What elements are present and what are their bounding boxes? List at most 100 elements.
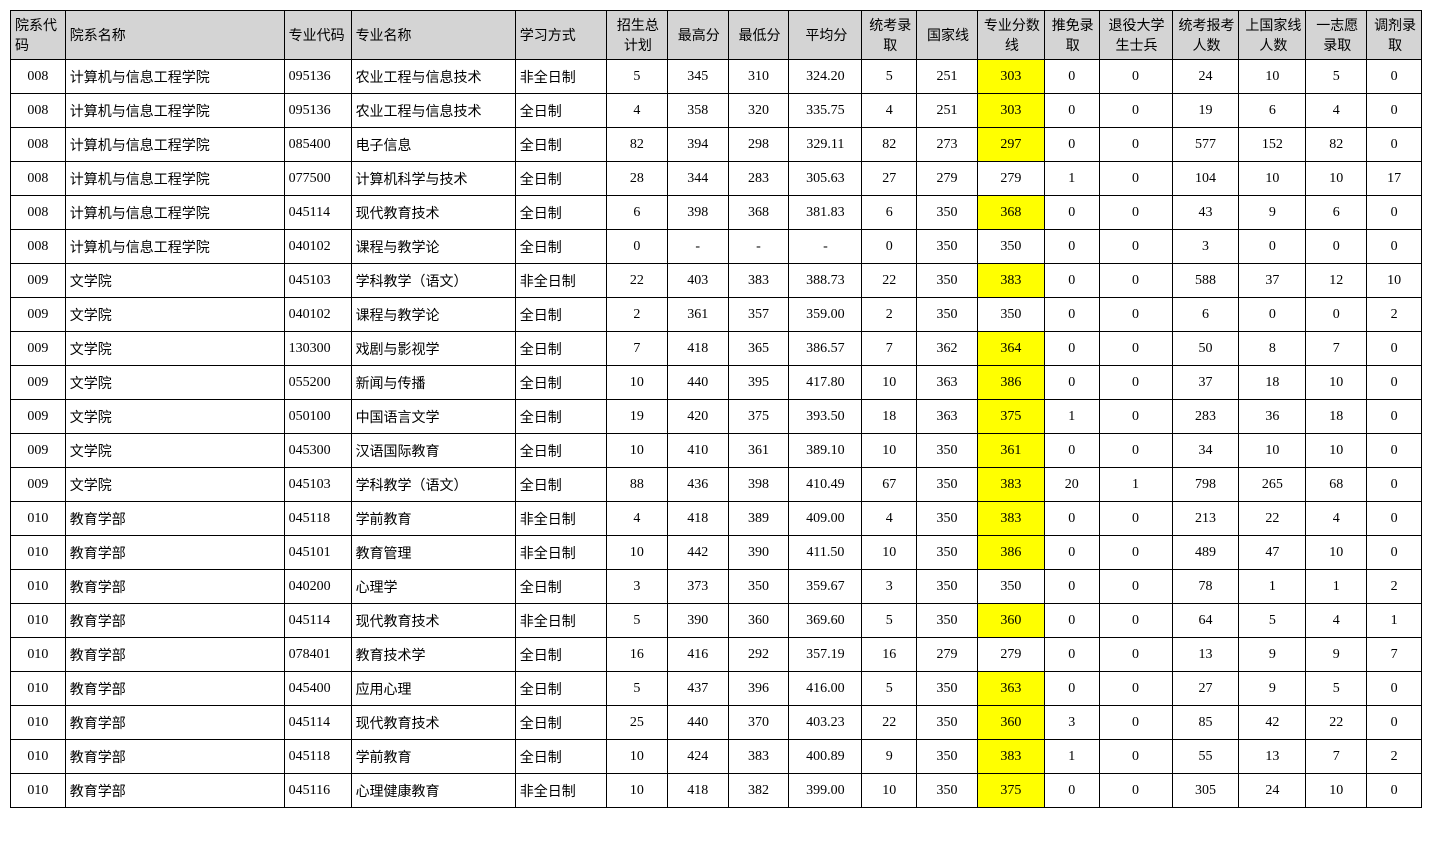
cell-major_name: 教育管理 — [351, 536, 515, 570]
cell-exam_admit: 4 — [862, 502, 917, 536]
cell-high: 437 — [667, 672, 728, 706]
cell-dept_code: 008 — [11, 230, 66, 264]
cell-low: 360 — [728, 604, 789, 638]
cell-rec: 0 — [1044, 332, 1099, 366]
cell-national: 363 — [917, 400, 978, 434]
cell-exam_admit: 9 — [862, 740, 917, 774]
cell-applicants: 283 — [1172, 400, 1239, 434]
cell-high: - — [667, 230, 728, 264]
cell-rec: 3 — [1044, 706, 1099, 740]
cell-first_choice: 22 — [1306, 706, 1367, 740]
cell-dept_code: 009 — [11, 264, 66, 298]
cell-national: 350 — [917, 230, 978, 264]
cell-above_line: 0 — [1239, 298, 1306, 332]
cell-above_line: 10 — [1239, 162, 1306, 196]
cell-national: 251 — [917, 60, 978, 94]
cell-study_mode: 全日制 — [515, 128, 606, 162]
cell-high: 373 — [667, 570, 728, 604]
cell-applicants: 213 — [1172, 502, 1239, 536]
cell-dept_name: 文学院 — [65, 434, 284, 468]
table-header-row: 院系代码院系名称专业代码专业名称学习方式招生总计划最高分最低分平均分统考录取国家… — [11, 11, 1422, 60]
cell-above_line: 265 — [1239, 468, 1306, 502]
cell-low: 395 — [728, 366, 789, 400]
header-dept_code: 院系代码 — [11, 11, 66, 60]
cell-dept_name: 教育学部 — [65, 638, 284, 672]
cell-major_line: 383 — [977, 264, 1044, 298]
cell-applicants: 305 — [1172, 774, 1239, 808]
cell-above_line: 18 — [1239, 366, 1306, 400]
cell-plan: 10 — [606, 434, 667, 468]
cell-above_line: 36 — [1239, 400, 1306, 434]
cell-study_mode: 全日制 — [515, 196, 606, 230]
cell-plan: 2 — [606, 298, 667, 332]
cell-major_name: 农业工程与信息技术 — [351, 60, 515, 94]
cell-first_choice: 6 — [1306, 196, 1367, 230]
cell-above_line: 9 — [1239, 672, 1306, 706]
cell-rec: 0 — [1044, 128, 1099, 162]
cell-avg: - — [789, 230, 862, 264]
header-national: 国家线 — [917, 11, 978, 60]
cell-exam_admit: 67 — [862, 468, 917, 502]
cell-low: 368 — [728, 196, 789, 230]
header-major_name: 专业名称 — [351, 11, 515, 60]
header-veteran: 退役大学生士兵 — [1099, 11, 1172, 60]
cell-major_name: 学前教育 — [351, 502, 515, 536]
cell-study_mode: 非全日制 — [515, 774, 606, 808]
cell-study_mode: 全日制 — [515, 162, 606, 196]
cell-major_name: 学前教育 — [351, 740, 515, 774]
cell-exam_admit: 22 — [862, 706, 917, 740]
cell-major_line: 368 — [977, 196, 1044, 230]
cell-veteran: 0 — [1099, 60, 1172, 94]
cell-rec: 0 — [1044, 638, 1099, 672]
header-avg: 平均分 — [789, 11, 862, 60]
cell-applicants: 27 — [1172, 672, 1239, 706]
cell-low: 375 — [728, 400, 789, 434]
cell-high: 394 — [667, 128, 728, 162]
cell-exam_admit: 4 — [862, 94, 917, 128]
cell-adjust: 0 — [1367, 434, 1422, 468]
cell-rec: 0 — [1044, 434, 1099, 468]
cell-major_name: 现代教育技术 — [351, 604, 515, 638]
cell-major_line: 375 — [977, 774, 1044, 808]
cell-dept_name: 计算机与信息工程学院 — [65, 60, 284, 94]
cell-applicants: 13 — [1172, 638, 1239, 672]
cell-major_name: 教育技术学 — [351, 638, 515, 672]
cell-low: 365 — [728, 332, 789, 366]
cell-first_choice: 10 — [1306, 774, 1367, 808]
cell-exam_admit: 5 — [862, 604, 917, 638]
cell-adjust: 0 — [1367, 230, 1422, 264]
cell-major_name: 戏剧与影视学 — [351, 332, 515, 366]
cell-first_choice: 4 — [1306, 94, 1367, 128]
cell-veteran: 0 — [1099, 604, 1172, 638]
cell-rec: 0 — [1044, 196, 1099, 230]
cell-low: 320 — [728, 94, 789, 128]
cell-plan: 10 — [606, 774, 667, 808]
cell-national: 251 — [917, 94, 978, 128]
cell-adjust: 7 — [1367, 638, 1422, 672]
cell-veteran: 0 — [1099, 366, 1172, 400]
header-high: 最高分 — [667, 11, 728, 60]
cell-national: 350 — [917, 536, 978, 570]
cell-major_code: 045118 — [284, 740, 351, 774]
cell-first_choice: 1 — [1306, 570, 1367, 604]
cell-high: 442 — [667, 536, 728, 570]
cell-major_code: 045114 — [284, 604, 351, 638]
cell-first_choice: 10 — [1306, 536, 1367, 570]
cell-national: 350 — [917, 196, 978, 230]
cell-high: 390 — [667, 604, 728, 638]
cell-plan: 3 — [606, 570, 667, 604]
cell-dept_name: 教育学部 — [65, 536, 284, 570]
cell-adjust: 0 — [1367, 536, 1422, 570]
cell-above_line: 37 — [1239, 264, 1306, 298]
cell-study_mode: 全日制 — [515, 570, 606, 604]
cell-applicants: 85 — [1172, 706, 1239, 740]
cell-major_code: 055200 — [284, 366, 351, 400]
cell-above_line: 22 — [1239, 502, 1306, 536]
cell-avg: 324.20 — [789, 60, 862, 94]
cell-veteran: 0 — [1099, 536, 1172, 570]
cell-major_name: 现代教育技术 — [351, 706, 515, 740]
cell-study_mode: 全日制 — [515, 230, 606, 264]
cell-low: - — [728, 230, 789, 264]
table-row: 009文学院045300汉语国际教育全日制10410361389.1010350… — [11, 434, 1422, 468]
cell-veteran: 0 — [1099, 672, 1172, 706]
